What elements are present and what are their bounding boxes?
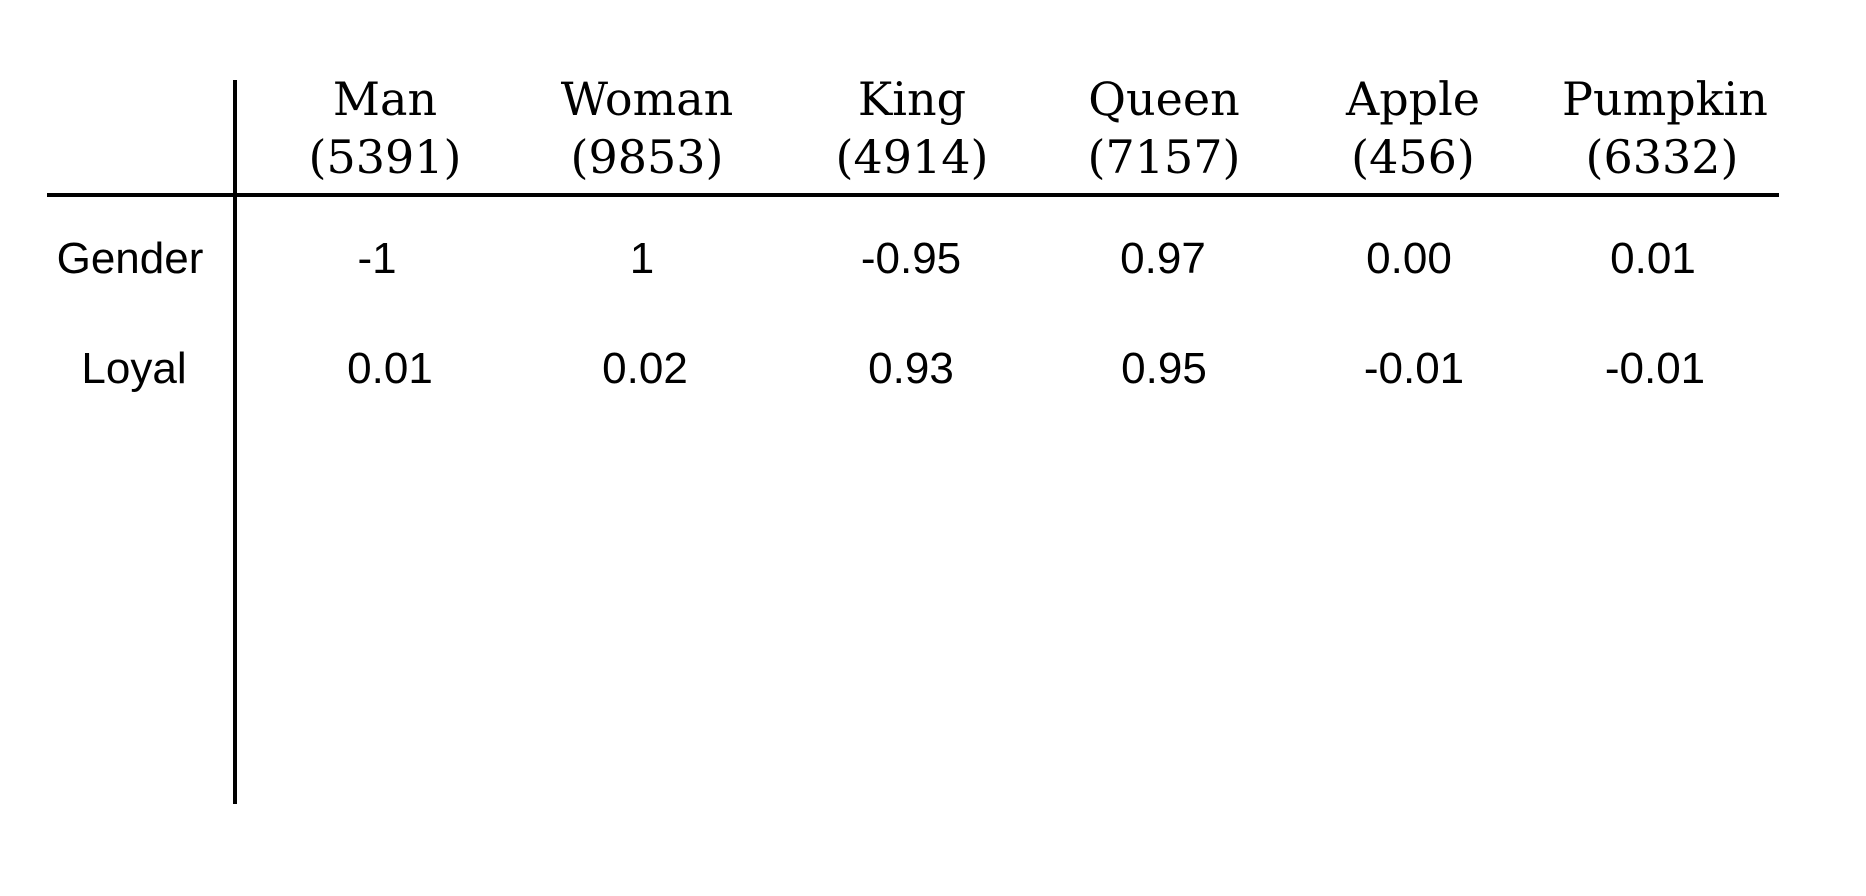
vertical-divider xyxy=(233,80,237,804)
cell-loyal-man: 0.01 xyxy=(347,344,433,393)
column-word: Apple xyxy=(1345,72,1481,126)
cell-gender-queen: 0.97 xyxy=(1120,234,1206,283)
cell-loyal-apple: -0.01 xyxy=(1363,344,1465,393)
column-word: Man xyxy=(332,72,438,126)
column-header-king: King (4914) xyxy=(812,70,1012,186)
column-header-queen: Queen (7157) xyxy=(1064,70,1264,186)
column-header-apple: Apple (456) xyxy=(1313,70,1513,186)
column-id: (5391) xyxy=(308,130,462,184)
row-label-loyal: Loyal xyxy=(81,344,187,393)
cell-gender-apple: 0.00 xyxy=(1366,234,1452,283)
column-header-woman: Woman (9853) xyxy=(547,70,747,186)
row-label-gender: Gender xyxy=(56,234,204,283)
cell-loyal-woman: 0.02 xyxy=(602,344,688,393)
cell-loyal-queen: 0.95 xyxy=(1121,344,1207,393)
column-id: (4914) xyxy=(835,130,989,184)
cell-gender-woman: 1 xyxy=(629,234,655,283)
column-id: (6332) xyxy=(1585,130,1739,184)
column-id: (9853) xyxy=(570,130,724,184)
cell-loyal-pumpkin: -0.01 xyxy=(1604,344,1706,393)
column-header-man: Man (5391) xyxy=(285,70,485,186)
cell-gender-king: -0.95 xyxy=(860,234,962,283)
cell-gender-man: -1 xyxy=(357,234,397,283)
cell-loyal-king: 0.93 xyxy=(868,344,954,393)
column-word: King xyxy=(857,72,967,126)
horizontal-divider xyxy=(47,193,1779,197)
column-header-pumpkin: Pumpkin (6332) xyxy=(1562,70,1768,186)
column-word: Woman xyxy=(560,72,734,126)
column-id: (7157) xyxy=(1087,130,1241,184)
column-id: (456) xyxy=(1351,130,1475,184)
column-word: Queen xyxy=(1088,72,1240,126)
column-word: Pumpkin xyxy=(1562,72,1768,126)
cell-gender-pumpkin: 0.01 xyxy=(1610,234,1696,283)
